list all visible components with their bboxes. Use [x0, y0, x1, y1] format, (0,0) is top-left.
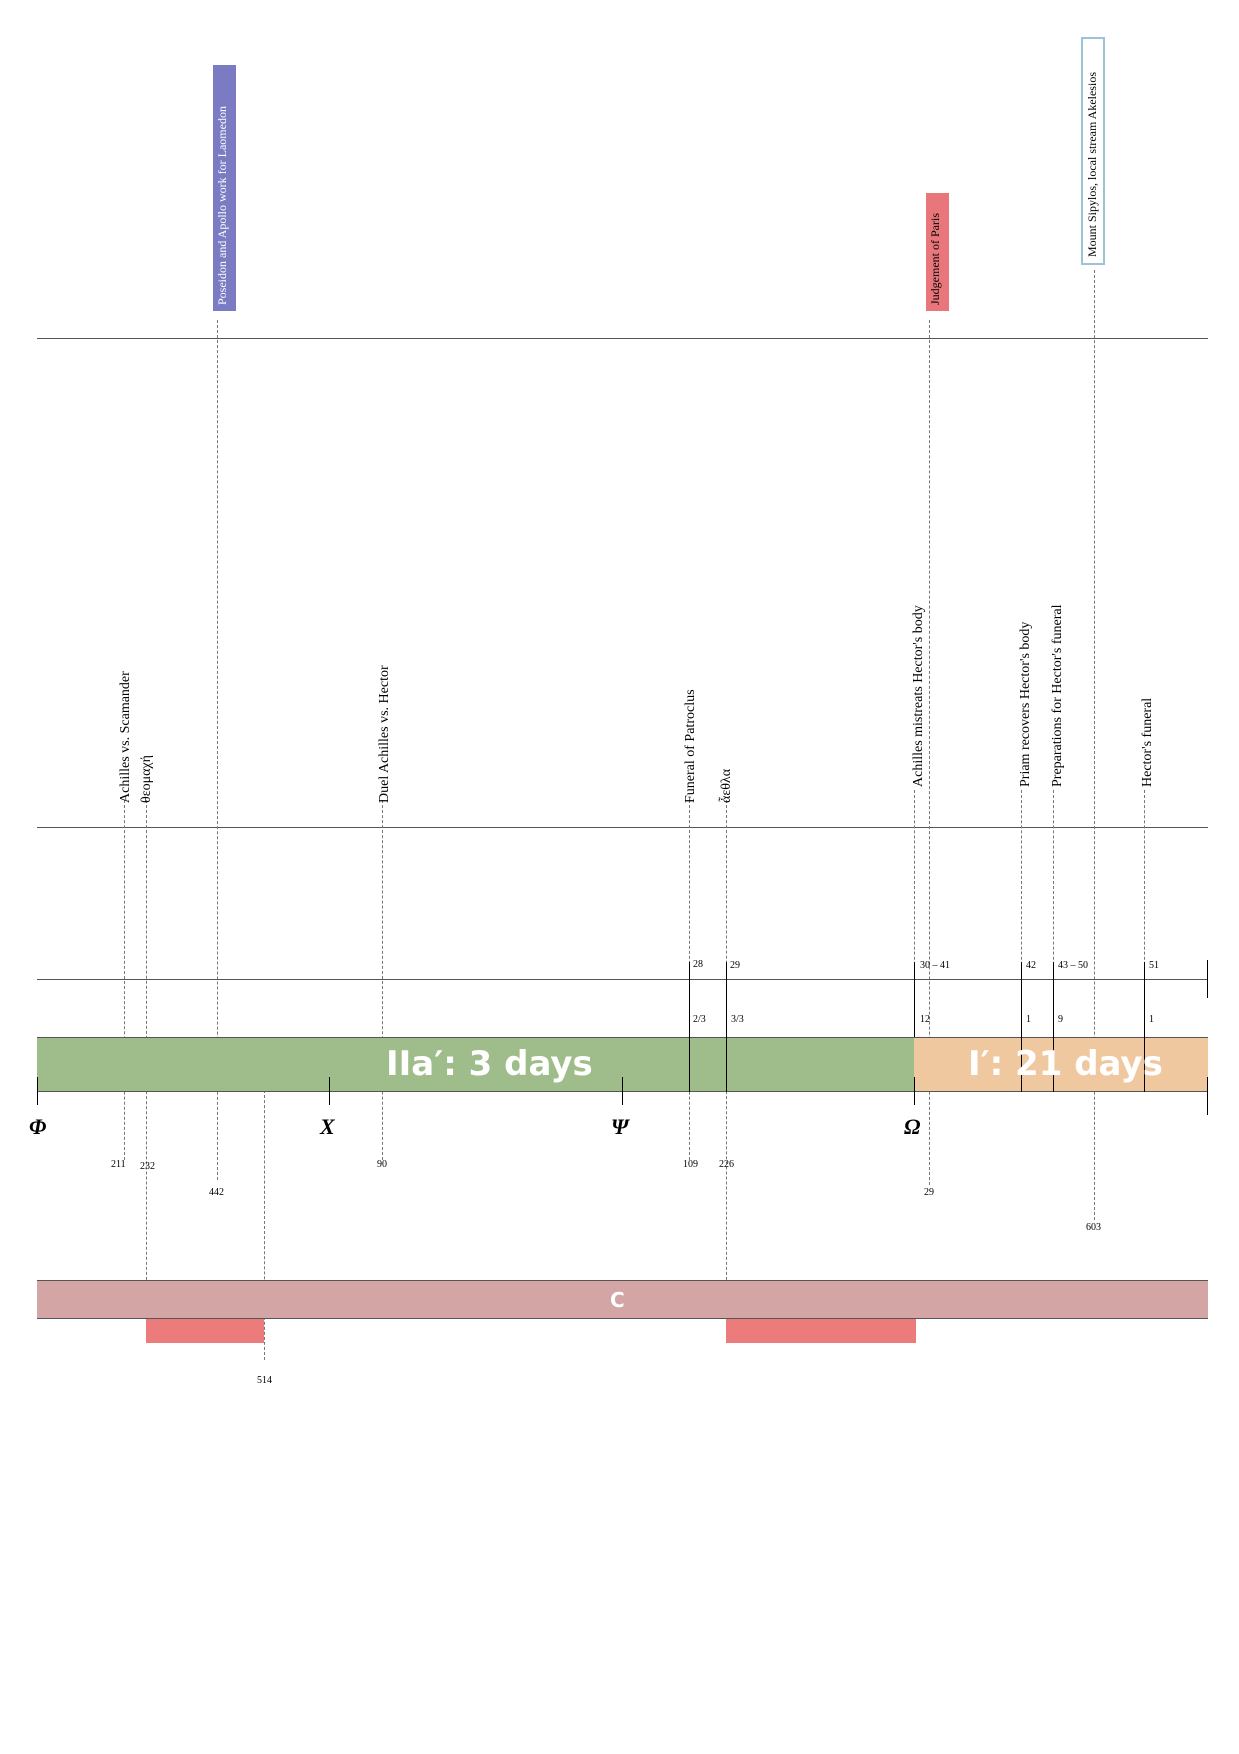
book-tick-omega — [914, 1077, 915, 1105]
preparations-connector — [1053, 790, 1054, 985]
episode-theomachy: θεομαχή — [139, 755, 154, 803]
sipylos-connector — [1094, 270, 1095, 1220]
mount-sipylos-box: Mount Sipylos, local stream Akelesios — [1081, 37, 1105, 265]
day-tick-43-50 — [1053, 962, 1054, 1047]
top-divider-line — [37, 338, 1208, 339]
band-tick-preparations — [1053, 1037, 1054, 1092]
book-chi: Χ — [320, 1114, 335, 1139]
day-number-43-50: 43 – 50 — [1058, 960, 1088, 971]
line-number-29: 29 — [924, 1187, 934, 1198]
book-psi: Ψ — [611, 1114, 629, 1139]
judgement-of-paris-box: Judgement of Paris — [926, 193, 949, 311]
episode-hector-funeral: Hector's funeral — [1140, 697, 1155, 787]
mistreats-connector — [914, 790, 915, 985]
day-fraction-2-3: 2/3 — [693, 1014, 706, 1025]
band-c-title: C — [610, 1288, 625, 1312]
day-number-28: 28 — [693, 959, 703, 970]
poseidon-connector — [217, 320, 218, 1180]
c-segment-theomachy — [146, 1319, 264, 1343]
line-number-232: 232 — [140, 1161, 155, 1172]
day-fraction-3-3: 3/3 — [731, 1014, 744, 1025]
book-tick-phi — [37, 1077, 38, 1105]
episode-achilles-scamander: Achilles vs. Scamander — [118, 671, 133, 803]
book-tick-psi — [622, 1077, 623, 1105]
book-tick-chi — [329, 1077, 330, 1105]
day-tick-30-41 — [914, 962, 915, 1047]
judgement-connector — [929, 320, 930, 1185]
line-number-226: 226 — [719, 1159, 734, 1170]
book-omega: Ω — [904, 1114, 921, 1139]
episode-funeral-patroclus: Funeral of Patroclus — [683, 689, 698, 803]
episode-athla: ἆεθλα — [719, 768, 734, 803]
day-scale-line — [37, 979, 1208, 980]
band-tick-athla — [726, 1037, 727, 1092]
day-fraction-1a: 1 — [1026, 1014, 1031, 1025]
day-fraction-12: 12 — [920, 1014, 930, 1025]
hector-funeral-connector — [1144, 790, 1145, 985]
scamander-connector — [124, 800, 125, 1160]
episode-priam-recovers: Priam recovers Hector's body — [1018, 621, 1033, 787]
day-number-30-41: 30 – 41 — [920, 960, 950, 971]
day-number-29: 29 — [730, 960, 740, 971]
band-tick-funeral — [1144, 1037, 1145, 1092]
episode-duel-achilles-hector: Duel Achilles vs. Hector — [377, 665, 392, 803]
band-i-21-days — [914, 1037, 1208, 1092]
day-number-51: 51 — [1149, 960, 1159, 971]
duel-connector — [382, 800, 383, 1160]
c-segment-athla — [726, 1319, 916, 1343]
day-scale-end-tick — [1207, 960, 1208, 998]
c-end-connector — [264, 1090, 265, 1360]
book-phi: Φ — [29, 1114, 47, 1139]
line-number-603: 603 — [1086, 1222, 1101, 1233]
day-fraction-1b: 1 — [1149, 1014, 1154, 1025]
band-i-title: I′: 21 days — [968, 1044, 1163, 1084]
priam-connector — [1021, 790, 1022, 985]
line-number-211: 211 — [111, 1159, 126, 1170]
episode-divider-line — [37, 827, 1208, 828]
day-number-42: 42 — [1026, 960, 1036, 971]
line-number-90: 90 — [377, 1159, 387, 1170]
band-c — [37, 1280, 1208, 1319]
line-number-109: 109 — [683, 1159, 698, 1170]
line-number-514: 514 — [257, 1375, 272, 1386]
band-tick-priam — [1021, 1037, 1022, 1092]
day-fraction-9: 9 — [1058, 1014, 1063, 1025]
day-tick-42 — [1021, 962, 1022, 1047]
poseidon-apollo-box: Poseidon and Apollo work for Laomedon — [213, 65, 236, 311]
day-tick-51 — [1144, 962, 1145, 1047]
band-tick-patroclus — [689, 1037, 690, 1092]
book-tick-end — [1207, 1077, 1208, 1115]
episode-preparations-funeral: Preparations for Hector's funeral — [1050, 604, 1065, 787]
episode-achilles-mistreats: Achilles mistreats Hector's body — [911, 605, 926, 787]
band-iia-3-days — [37, 1037, 914, 1092]
day-tick-28 — [689, 962, 690, 1047]
day-tick-29 — [726, 962, 727, 1047]
line-number-442: 442 — [209, 1187, 224, 1198]
band-iia-title: IIa′: 3 days — [386, 1044, 593, 1084]
